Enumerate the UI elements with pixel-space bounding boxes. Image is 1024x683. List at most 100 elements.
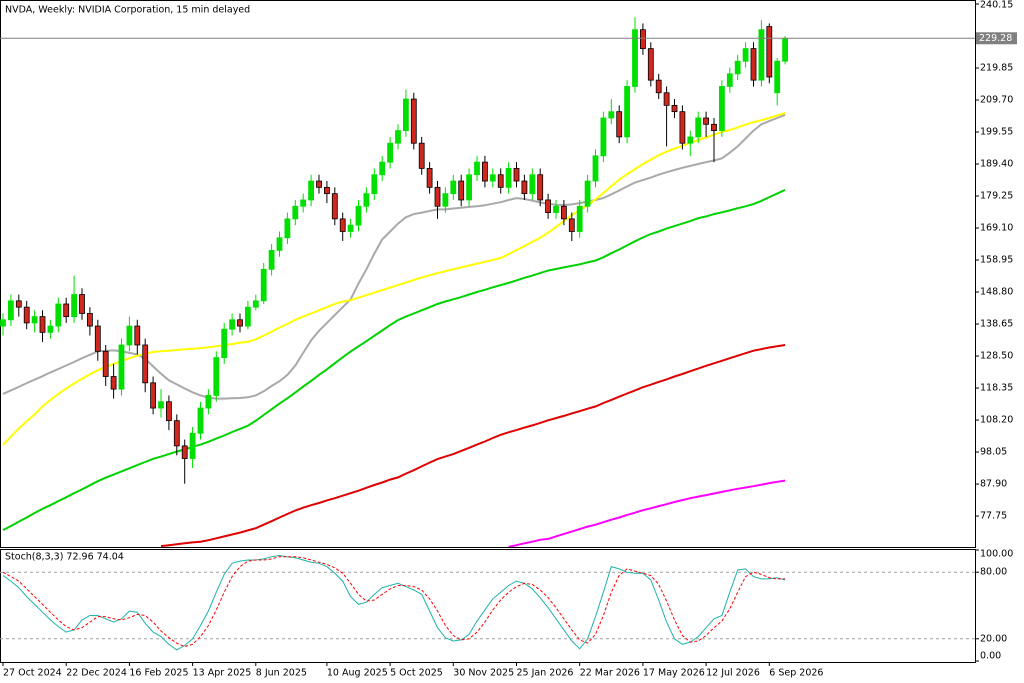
candle-body xyxy=(87,313,93,327)
y-tick-label: 179.25 xyxy=(980,191,1013,202)
candle-body xyxy=(205,395,212,409)
series-line xyxy=(2,554,786,651)
candle-body xyxy=(331,193,338,220)
candle-body xyxy=(118,344,125,390)
y-tick-label: 108.20 xyxy=(980,415,1013,426)
candle-body xyxy=(410,98,417,144)
y-tick-label: 158.95 xyxy=(980,255,1013,266)
x-tick-label: 12 Jul 2026 xyxy=(706,668,760,679)
candle-body xyxy=(94,325,101,352)
x-tick-label: 17 May 2026 xyxy=(643,668,705,679)
candle-body xyxy=(126,325,133,346)
candle-body xyxy=(395,130,401,144)
candle-body xyxy=(276,237,283,251)
y-tick-label: 219.85 xyxy=(980,63,1013,74)
candle-body xyxy=(165,401,172,422)
candle-body xyxy=(0,319,6,327)
candle-body xyxy=(466,174,473,201)
candle-body xyxy=(726,73,733,87)
candle-body xyxy=(79,294,85,314)
x-tick-label: 22 Dec 2024 xyxy=(66,668,127,679)
series-line xyxy=(160,344,786,547)
candle-body xyxy=(308,180,315,201)
candle-body xyxy=(584,180,591,207)
candle-body xyxy=(268,250,275,270)
candle-body xyxy=(237,319,243,327)
candle-body xyxy=(521,180,528,195)
chart-title: NVDA, Weekly: NVIDIA Corporation, 15 min… xyxy=(5,5,250,16)
x-tick-label: 13 Apr 2025 xyxy=(193,668,252,679)
candle-body xyxy=(624,86,630,138)
candle-body xyxy=(47,325,54,333)
candle-body xyxy=(592,155,599,182)
candle-body xyxy=(655,79,662,94)
stoch-pane-border xyxy=(0,549,976,663)
y-tick-label: 20.00 xyxy=(980,633,1007,644)
candle-body xyxy=(687,136,694,144)
y-tick-label: 118.35 xyxy=(980,383,1013,394)
candle-body xyxy=(150,382,157,409)
candle-body xyxy=(363,193,370,207)
candle-body xyxy=(142,344,149,384)
series-line xyxy=(508,479,786,547)
candle-body xyxy=(458,180,465,201)
candle-body xyxy=(402,98,409,131)
candle-body xyxy=(55,303,62,327)
candle-body xyxy=(679,111,686,144)
y-tick-label: 169.10 xyxy=(980,223,1013,234)
candle-body xyxy=(260,268,267,302)
candle-body xyxy=(173,420,180,447)
x-tick-label: 8 Jun 2025 xyxy=(256,668,307,679)
y-tick-label: 189.40 xyxy=(980,159,1013,170)
stoch-title: Stoch(8,3,3) 72.96 74.04 xyxy=(5,552,124,563)
candle-body xyxy=(339,218,346,232)
y-tick-label: 77.75 xyxy=(980,511,1007,522)
candle-body xyxy=(671,104,678,113)
candle-body xyxy=(158,401,164,409)
candle-body xyxy=(489,174,496,182)
stoch-plot xyxy=(0,554,975,651)
candle-body xyxy=(529,174,536,195)
y-tick-label: 138.65 xyxy=(980,319,1013,330)
candle-body xyxy=(434,186,441,207)
candle-body xyxy=(387,142,394,163)
candle-body xyxy=(750,48,757,81)
y-tick-label: 128.50 xyxy=(980,351,1013,362)
y-tick-label: 148.80 xyxy=(980,287,1013,298)
last-price-box xyxy=(976,32,1017,45)
candle-body xyxy=(252,300,259,308)
candle-body xyxy=(734,60,741,75)
candle-body xyxy=(23,306,30,324)
candle-body xyxy=(711,123,717,131)
candle-body xyxy=(229,319,236,330)
candle-body xyxy=(695,117,702,138)
series-line xyxy=(2,113,786,400)
candle-body xyxy=(31,316,38,324)
candle-body xyxy=(316,180,322,188)
y-tick-label: 209.70 xyxy=(980,95,1013,106)
x-tick-label: 10 Aug 2025 xyxy=(327,668,388,679)
y-tick-label: 0.00 xyxy=(980,651,1001,662)
candle-body xyxy=(284,218,291,239)
candle-body xyxy=(742,48,749,62)
candle-body xyxy=(561,205,567,220)
candle-body xyxy=(63,303,70,318)
candle-body xyxy=(181,445,188,459)
candle-body xyxy=(640,29,646,50)
x-tick-label: 16 Feb 2025 xyxy=(129,668,188,679)
y-tick-label: 199.55 xyxy=(980,127,1013,138)
candle-body xyxy=(39,316,46,333)
candle-body xyxy=(418,142,425,169)
candle-body xyxy=(758,29,765,81)
main-plot xyxy=(0,17,788,547)
candle-body xyxy=(102,350,109,377)
series-line xyxy=(2,556,786,648)
candle-body xyxy=(774,60,781,94)
candle-body xyxy=(244,306,251,327)
candle-body xyxy=(197,407,204,434)
x-tick-label: 22 Mar 2026 xyxy=(580,668,640,679)
x-tick-label: 30 Nov 2025 xyxy=(453,668,514,679)
candle-body xyxy=(505,168,512,188)
